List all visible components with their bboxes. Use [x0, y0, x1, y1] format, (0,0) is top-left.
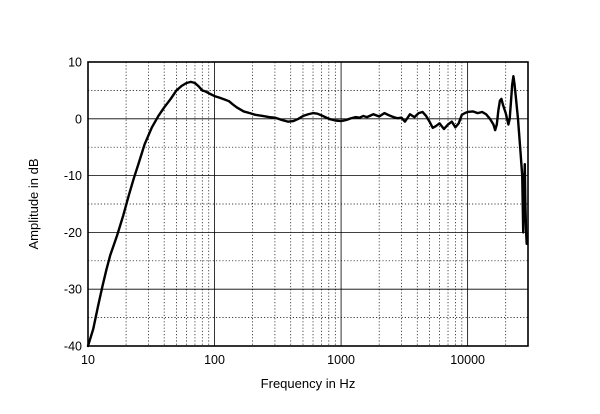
y-tick-labels: 10 0 -10 -20 -30 -40 — [64, 56, 82, 354]
amplitude-response-line — [86, 75, 529, 348]
y-tick-label: 10 — [68, 56, 82, 70]
y-tick-label: -20 — [64, 226, 82, 240]
y-tick-label: -10 — [64, 169, 82, 183]
y-tick-label: 0 — [75, 112, 82, 126]
series-layer — [86, 75, 529, 348]
x-axis-label: Frequency in Hz — [261, 376, 356, 391]
x-tick-labels: 10 100 1000 10000 — [81, 353, 485, 367]
x-tick-label: 100 — [204, 353, 225, 367]
y-tick-label: -30 — [64, 283, 82, 297]
plot-frame — [87, 61, 529, 347]
x-tick-label: 10000 — [450, 353, 485, 367]
x-tick-label: 10 — [81, 353, 95, 367]
y-tick-label: -40 — [64, 340, 82, 354]
x-tick-label: 1000 — [327, 353, 355, 367]
y-axis-label: Amplitude in dB — [26, 158, 41, 249]
plot-area — [88, 62, 528, 346]
